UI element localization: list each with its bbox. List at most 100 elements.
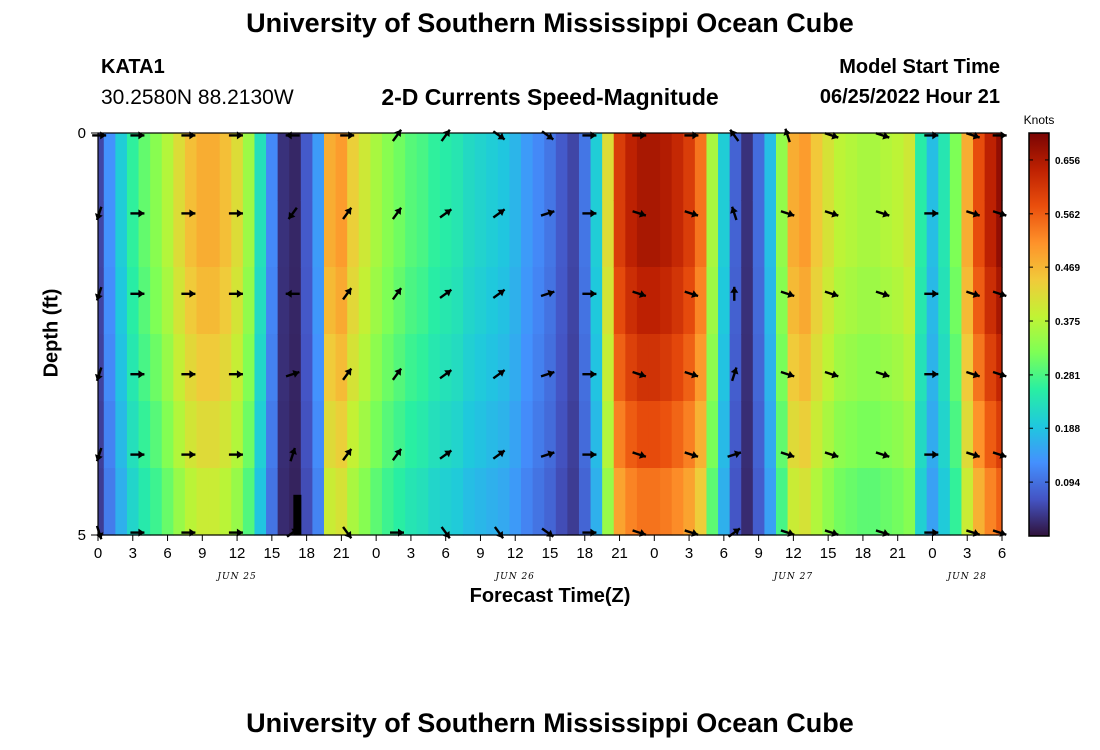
- heatmap-cell: [358, 267, 371, 335]
- heatmap-cell: [254, 133, 267, 201]
- arrow-head: [344, 207, 352, 215]
- arrow-head: [882, 370, 890, 379]
- heatmap-cell: [787, 401, 800, 469]
- heatmap-cell: [671, 133, 684, 201]
- arrow-head: [138, 209, 145, 218]
- day-label: JUN 26: [494, 572, 535, 582]
- day-label: JUN 25: [215, 572, 256, 582]
- heatmap-cell: [660, 267, 673, 335]
- heatmap-cell: [509, 133, 522, 201]
- heatmap-cell: [949, 200, 963, 268]
- heatmap-cell: [196, 468, 209, 536]
- arrow-head: [497, 289, 505, 297]
- arrow-head: [95, 213, 103, 221]
- heatmap-cell: [416, 334, 429, 402]
- heatmap-cell: [324, 267, 337, 335]
- heatmap-cell: [718, 200, 731, 268]
- heatmap-cell: [810, 468, 823, 536]
- current-arrow: [391, 448, 403, 461]
- footer-title: University of Southern Mississippi Ocean…: [246, 708, 854, 738]
- heatmap-cell: [567, 401, 580, 469]
- heatmap-cell: [764, 133, 777, 201]
- heatmap-cell: [578, 133, 592, 201]
- arrow-head: [882, 290, 890, 298]
- heatmap-cell: [822, 267, 835, 335]
- heatmap-cell: [115, 200, 128, 268]
- current-arrow: [289, 447, 297, 462]
- heatmap-cell: [370, 334, 383, 402]
- current-arrow: [684, 209, 699, 218]
- arrow-head: [344, 288, 352, 296]
- heatmap-cell: [208, 267, 221, 335]
- current-arrow: [540, 370, 555, 378]
- x-tick-label: 9: [198, 545, 206, 562]
- heatmap-cell: [439, 334, 453, 402]
- heatmap-cell: [184, 267, 198, 335]
- arrow-head: [882, 131, 890, 140]
- heatmap-cell: [694, 468, 708, 536]
- heatmap-cell: [103, 133, 116, 201]
- heatmap-cell: [590, 401, 603, 469]
- heatmap-cell: [613, 401, 626, 469]
- heatmap-cell: [347, 401, 360, 469]
- heatmap-cell: [150, 267, 163, 335]
- heatmap-cell: [277, 200, 290, 268]
- heatmap-cell: [208, 401, 221, 469]
- heatmap-cell: [822, 200, 835, 268]
- heatmap-cell: [949, 401, 963, 469]
- arrow-head: [138, 370, 145, 379]
- heatmap-cell: [173, 468, 186, 536]
- heatmap-cell: [463, 200, 476, 268]
- heatmap-cell: [845, 200, 858, 268]
- heatmap-cell: [833, 468, 847, 536]
- heatmap-cell: [312, 401, 325, 469]
- heatmap-cell: [277, 401, 290, 469]
- heatmap-cell: [126, 200, 140, 268]
- heatmap-cell: [103, 200, 116, 268]
- heatmap-cell: [578, 468, 592, 536]
- heatmap-cell: [266, 468, 279, 536]
- arrow-head: [972, 131, 980, 140]
- arrow-head: [999, 451, 1007, 459]
- arrow-head: [189, 209, 196, 218]
- current-arrow: [965, 451, 981, 459]
- current-arrow: [439, 288, 453, 299]
- heatmap-cell: [532, 133, 545, 201]
- x-tick-label: 0: [928, 545, 936, 562]
- heatmap-cell: [173, 200, 186, 268]
- heatmap-cell: [961, 401, 974, 469]
- heatmap-cell: [602, 267, 615, 335]
- heatmap-cell: [126, 401, 140, 469]
- arrow-head: [547, 209, 555, 217]
- x-tick-label: 3: [963, 545, 971, 562]
- heatmap-cell: [694, 401, 708, 469]
- x-tick-label: 0: [650, 545, 658, 562]
- heatmap-cell: [497, 468, 511, 536]
- heatmap-cell: [312, 334, 325, 402]
- heatmap-cell: [949, 334, 963, 402]
- heatmap-cell: [590, 267, 603, 335]
- heatmap-cell: [231, 334, 244, 402]
- heatmap-cell: [219, 401, 232, 469]
- heatmap-cell: [741, 200, 754, 268]
- arrow-head: [236, 370, 243, 379]
- current-arrow: [632, 290, 647, 298]
- heatmap-cell: [242, 133, 256, 201]
- heatmap-cell: [138, 401, 151, 469]
- heatmap-cell: [544, 468, 557, 536]
- heatmap-cell: [439, 133, 453, 201]
- heatmap-cell: [706, 401, 719, 469]
- arrow-head: [831, 209, 839, 218]
- heatmap-cell: [613, 267, 626, 335]
- heatmap-cell: [915, 468, 928, 536]
- heatmap-cell: [949, 133, 963, 201]
- current-arrow: [924, 370, 939, 379]
- heatmap-cell: [486, 334, 499, 402]
- heatmap-cell: [741, 267, 754, 335]
- heatmap-cell: [254, 267, 267, 335]
- heatmap-cell: [98, 133, 105, 201]
- heatmap-cell: [799, 468, 812, 536]
- heatmap-cell: [857, 468, 870, 536]
- arrow-head: [691, 370, 699, 379]
- heatmap-cell: [474, 468, 487, 536]
